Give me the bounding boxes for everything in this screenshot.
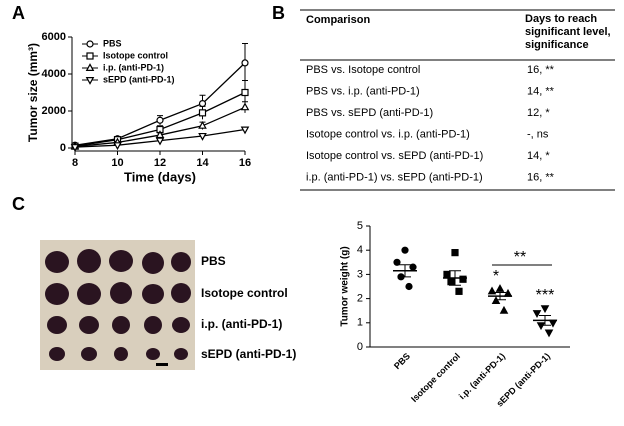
table-cell: PBS vs. i.p. (anti-PD-1) — [306, 85, 420, 97]
legend-label: sEPD (anti-PD-1) — [103, 74, 175, 84]
marker — [495, 284, 505, 292]
marker — [113, 142, 122, 151]
x-tick-label: 16 — [239, 157, 251, 169]
x-tick-label: 10 — [111, 157, 123, 169]
x-tick-label: Isotope control — [409, 351, 462, 404]
x-tick-label: PBS — [392, 351, 412, 371]
y-tick-label: 2000 — [42, 105, 66, 117]
table-cell: PBS vs. sEPD (anti-PD-1) — [306, 107, 433, 119]
marker — [156, 116, 164, 124]
photo-label: PBS — [201, 254, 226, 268]
x-tick-label: 8 — [72, 157, 78, 169]
y-axis-label: Tumor size (mm³) — [26, 43, 40, 142]
y-tick-label: 4 — [357, 244, 363, 256]
y-tick-label: 4000 — [42, 68, 66, 80]
legend-marker — [86, 52, 94, 60]
table-cell: 14, ** — [527, 85, 555, 97]
table-cell: 16, ** — [527, 64, 555, 76]
tumors — [45, 249, 191, 361]
marker — [198, 109, 207, 117]
marker — [532, 310, 542, 318]
annotation: * — [493, 268, 499, 285]
marker — [443, 270, 451, 278]
y-tick-label: 2 — [357, 293, 363, 305]
table-cell: 16, ** — [527, 171, 555, 183]
x-tick-label: i.p. (anti-PD-1) — [457, 351, 507, 401]
photo-label: Isotope control — [201, 286, 288, 300]
marker — [499, 305, 509, 314]
panel-label: B — [272, 3, 285, 23]
x-axis-label: Time (days) — [124, 169, 196, 184]
marker — [240, 102, 250, 111]
photo-label: sEPD (anti-PD-1) — [201, 347, 296, 361]
marker — [447, 278, 455, 286]
annotation: *** — [536, 287, 555, 304]
marker — [459, 275, 467, 283]
y-tick-label: 0 — [357, 341, 363, 353]
x-tick-label: 12 — [154, 157, 166, 169]
marker — [491, 296, 501, 305]
legend-label: PBS — [103, 38, 122, 48]
table-cell: 14, * — [527, 150, 550, 162]
panel-label: C — [12, 194, 25, 214]
y-tick-label: 3 — [357, 268, 363, 280]
marker — [536, 322, 546, 331]
error-bar — [449, 270, 461, 286]
table-cell: i.p. (anti-PD-1) vs. sEPD (anti-PD-1) — [306, 171, 483, 183]
y-tick-label: 0 — [60, 142, 66, 154]
marker — [405, 282, 413, 291]
table-cell: -, ns — [527, 128, 549, 140]
error-bar — [539, 315, 551, 326]
marker — [451, 249, 459, 257]
marker — [503, 288, 513, 297]
x-tick-label: 14 — [196, 157, 209, 169]
photo-label: i.p. (anti-PD-1) — [201, 317, 282, 331]
table-cell: 12, * — [527, 107, 550, 119]
marker — [198, 132, 207, 141]
table-header: Days to reach significant level, signifi… — [525, 13, 611, 51]
marker — [198, 120, 207, 129]
marker — [393, 258, 401, 266]
table-header-box: Days to reach significant level, signifi… — [525, 13, 611, 51]
table-header: Comparison — [306, 14, 370, 26]
error-bar — [494, 292, 506, 301]
error-bar — [399, 264, 411, 278]
legend-label: Isotope control — [103, 50, 168, 60]
marker — [241, 88, 249, 97]
legend-marker — [85, 63, 95, 72]
marker — [401, 246, 409, 254]
panel-label: A — [12, 3, 25, 23]
marker — [155, 137, 165, 146]
marker — [240, 126, 250, 135]
y-axis-label: Tumor weight (g) — [340, 246, 351, 326]
marker — [241, 59, 249, 67]
marker — [198, 99, 207, 108]
marker — [155, 130, 165, 139]
y-tick-label: 5 — [357, 220, 363, 232]
legend-label: i.p. (anti-PD-1) — [103, 62, 164, 72]
y-tick-label: 1 — [357, 317, 363, 329]
photo-labels: PBS Isotope control i.p. (anti-PD-1) sEPD (… — [201, 254, 296, 361]
scale-bar — [156, 363, 168, 366]
marker — [487, 286, 497, 295]
table-cell: Isotope control vs. i.p. (anti-PD-1) — [306, 128, 470, 140]
annotation: ** — [514, 249, 526, 266]
table-cell: Isotope control vs. sEPD (anti-PD-1) — [306, 150, 483, 162]
table-rows: PBS vs. Isotope control 16, ** PBS vs. i.p… — [306, 64, 555, 184]
marker — [455, 287, 463, 295]
marker — [70, 144, 80, 152]
table-cell: PBS vs. Isotope control — [306, 64, 420, 76]
legend-marker — [85, 76, 95, 85]
y-tick-label: 6000 — [42, 31, 66, 43]
marker — [540, 305, 550, 314]
marker — [544, 329, 554, 338]
legend-marker — [86, 40, 94, 48]
